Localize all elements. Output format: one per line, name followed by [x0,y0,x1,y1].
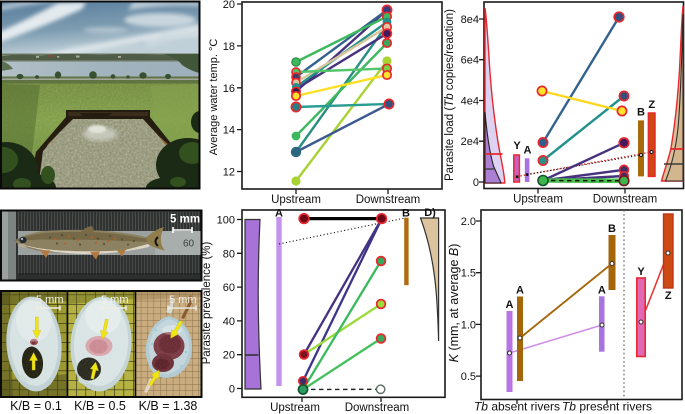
svg-text:Tb absent rivers: Tb absent rivers [474,400,560,414]
svg-text:Upstream: Upstream [513,194,563,206]
svg-text:Y: Y [513,140,521,152]
svg-text:8e4: 8e4 [461,14,479,26]
svg-text:80: 80 [223,248,235,260]
svg-text:B: B [402,208,410,220]
svg-text:60: 60 [223,282,235,294]
svg-text:5 mm: 5 mm [101,294,129,306]
svg-text:12: 12 [223,167,235,179]
svg-text:0.5: 0.5 [461,371,476,383]
svg-text:14: 14 [223,125,235,137]
svg-text:A: A [598,284,606,296]
svg-text:Average water temp. °C: Average water temp. °C [208,39,220,156]
svg-text:0: 0 [229,384,235,396]
svg-text:18: 18 [223,41,235,53]
svg-text:1.5: 1.5 [461,268,476,280]
svg-text:2.0: 2.0 [461,216,476,228]
svg-text:B: B [637,107,645,119]
svg-text:16: 16 [223,83,235,95]
svg-text:20: 20 [223,350,235,362]
svg-text:A: A [506,299,514,311]
svg-text:2e4: 2e4 [461,136,479,148]
svg-text:5 mm: 5 mm [170,214,200,226]
svg-text:Parasite load (Tb copies/react: Parasite load (Tb copies/reaction) [444,9,456,181]
svg-text:Z: Z [665,290,672,302]
svg-text:5 mm: 5 mm [169,294,197,306]
svg-text:B: B [608,223,616,235]
svg-text:K/B = 0.5: K/B = 0.5 [74,399,126,413]
svg-text:Tb present rivers: Tb present rivers [562,400,652,414]
svg-text:Downstream: Downstream [345,402,410,414]
svg-text:4e4: 4e4 [461,96,479,108]
svg-text:Downstream: Downstream [356,194,421,206]
svg-text:Z: Z [648,99,655,111]
svg-text:100: 100 [217,215,235,227]
svg-text:K (mm, at average B): K (mm, at average B) [447,244,461,363]
svg-text:0: 0 [473,177,479,189]
svg-text:Upstream: Upstream [270,402,320,414]
svg-text:60: 60 [183,239,195,250]
svg-text:Upstream: Upstream [271,194,321,206]
svg-text:Downstream: Downstream [593,194,658,206]
svg-text:Parasite prevalence (%): Parasite prevalence (%) [201,241,213,364]
svg-text:1.0: 1.0 [461,319,476,331]
svg-text:20: 20 [223,0,235,11]
svg-text:5 mm: 5 mm [36,294,64,306]
svg-text:40: 40 [223,316,235,328]
svg-text:K/B = 0.1: K/B = 0.1 [10,399,62,413]
svg-text:Y: Y [637,266,645,278]
svg-text:D): D) [424,207,436,219]
svg-text:A: A [275,208,283,220]
svg-text:A: A [524,145,532,157]
svg-text:A: A [516,285,524,297]
svg-text:K/B = 1.38: K/B = 1.38 [139,399,198,413]
svg-text:6e4: 6e4 [461,55,479,67]
